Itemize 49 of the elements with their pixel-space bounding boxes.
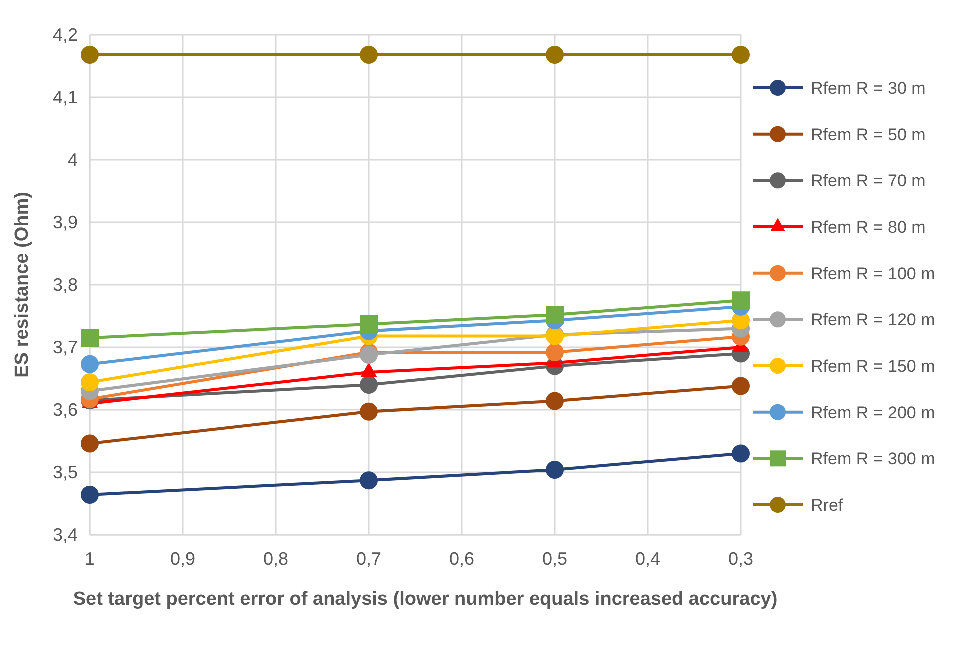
y-axis-title: ES resistance (Ohm) — [12, 192, 33, 378]
y-tick-label: 3,9 — [52, 212, 78, 232]
point — [732, 444, 750, 463]
point — [81, 374, 99, 392]
legend-label: Rfem R = 30 m — [811, 79, 926, 98]
legend-label: Rfem R = 50 m — [811, 125, 926, 144]
legend-label: Rfem R = 120 m — [811, 310, 936, 330]
point — [546, 461, 564, 479]
x-tick-label: 0,5 — [542, 549, 568, 569]
point — [360, 315, 378, 334]
x-axis-title: Set target percent error of analysis (lower number equals increased accuracy) — [73, 589, 778, 610]
point — [81, 486, 99, 504]
y-tick-label: 4,1 — [52, 88, 78, 108]
legend-label: Rfem R = 200 m — [811, 403, 936, 422]
legend-label: Rfem R = 100 m — [811, 264, 936, 284]
legend-label: Rfem R = 150 m — [811, 357, 936, 376]
point — [360, 376, 378, 394]
x-tick-label: 0,4 — [635, 549, 661, 569]
point — [360, 472, 378, 490]
legend-label: Rref — [811, 496, 844, 515]
point — [732, 377, 750, 396]
y-tick-label: 4,2 — [52, 25, 78, 45]
point — [546, 392, 564, 410]
point — [81, 46, 99, 64]
y-tick-label: 3,5 — [52, 462, 78, 482]
y-tick-label: 3,6 — [52, 400, 78, 420]
legend-label: Rfem R = 70 m — [811, 172, 926, 191]
x-tick-label: 0,7 — [356, 549, 382, 569]
y-tick-label: 3,4 — [52, 525, 78, 545]
point — [360, 46, 378, 64]
point — [360, 402, 378, 421]
x-tick-label: 0,3 — [728, 549, 754, 569]
y-tick-label: 4 — [68, 150, 78, 170]
x-tick-label: 0,9 — [170, 549, 196, 569]
point — [732, 46, 750, 64]
point — [81, 355, 99, 374]
legend-label: Rfem R = 80 m — [811, 218, 926, 237]
x-tick-label: 1 — [84, 549, 96, 569]
y-tick-label: 3,7 — [52, 338, 78, 358]
point — [546, 46, 564, 64]
point — [546, 344, 564, 362]
point — [81, 329, 99, 348]
point — [732, 292, 750, 310]
point — [81, 434, 99, 453]
point — [546, 306, 564, 324]
x-tick-label: 0,8 — [263, 549, 289, 569]
legend-label: Rfem R = 300 m — [811, 450, 936, 469]
y-tick-label: 3,8 — [52, 275, 78, 295]
x-tick-label: 0,6 — [449, 549, 475, 569]
